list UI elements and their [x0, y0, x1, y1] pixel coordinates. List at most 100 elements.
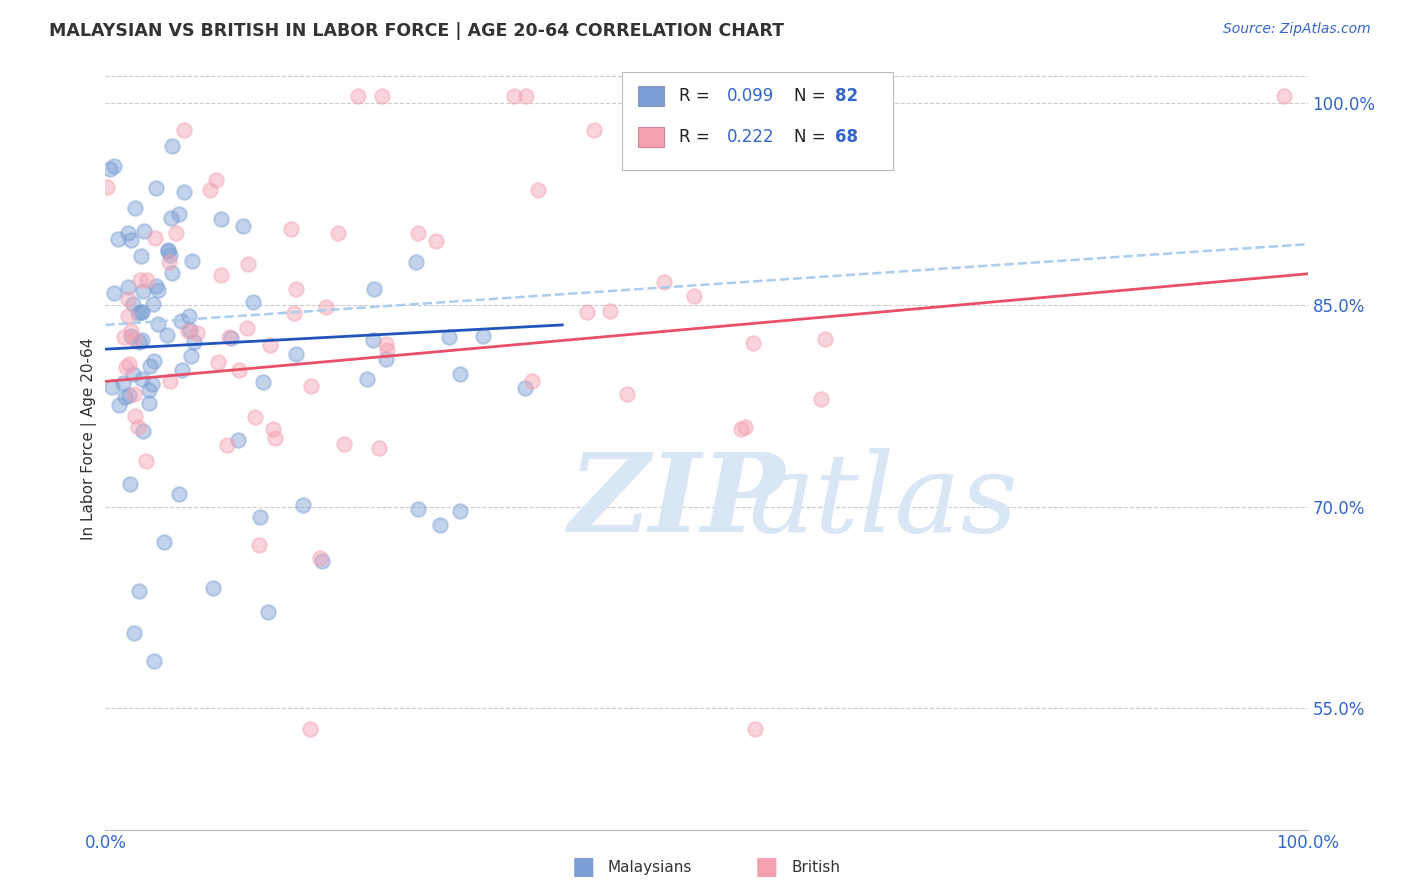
Point	[167, 207, 190, 221]
Point	[128, 335, 150, 350]
Point	[298, 722, 321, 736]
Point	[201, 581, 224, 595]
Point	[367, 441, 389, 455]
Text: 0.099: 0.099	[727, 87, 775, 105]
Point	[132, 284, 155, 298]
Point	[283, 306, 305, 320]
Point	[132, 224, 155, 238]
Point	[129, 273, 152, 287]
Point	[207, 355, 229, 369]
Point	[160, 267, 183, 281]
Point	[299, 378, 322, 392]
Point	[131, 333, 153, 347]
FancyBboxPatch shape	[638, 86, 664, 106]
Text: N =: N =	[794, 87, 825, 105]
Point	[377, 343, 399, 358]
Point	[744, 722, 766, 736]
Point	[145, 181, 167, 195]
Text: Malaysians: Malaysians	[607, 860, 692, 874]
Point	[117, 293, 139, 307]
Point	[120, 476, 142, 491]
Point	[117, 280, 139, 294]
Point	[170, 314, 193, 328]
Point	[173, 123, 195, 137]
FancyBboxPatch shape	[623, 72, 893, 170]
Point	[138, 395, 160, 409]
Point	[311, 554, 333, 568]
Point	[129, 249, 152, 263]
Point	[734, 419, 756, 434]
Point	[252, 375, 274, 389]
Point	[142, 654, 165, 668]
Point	[176, 324, 198, 338]
Point	[309, 550, 332, 565]
Point	[503, 89, 526, 103]
Point	[96, 180, 118, 194]
Point	[173, 185, 195, 199]
Point	[810, 392, 832, 407]
Text: 82: 82	[835, 87, 858, 105]
Point	[157, 254, 180, 268]
Text: R =: R =	[679, 128, 710, 146]
Point	[515, 89, 537, 103]
Point	[582, 123, 605, 137]
Point	[122, 368, 145, 382]
Point	[425, 235, 447, 249]
Point	[138, 383, 160, 397]
Point	[124, 409, 146, 423]
Point	[406, 502, 429, 516]
Point	[228, 363, 250, 377]
Point	[98, 161, 121, 176]
Point	[284, 282, 307, 296]
Point	[242, 295, 264, 310]
Point	[129, 305, 152, 319]
Point	[280, 222, 302, 236]
Point	[111, 376, 134, 391]
Point	[131, 372, 153, 386]
Point	[160, 139, 183, 153]
Point	[127, 420, 149, 434]
Point	[139, 359, 162, 373]
Point	[527, 183, 550, 197]
Point	[449, 504, 471, 518]
Point	[259, 338, 281, 352]
Text: MALAYSIAN VS BRITISH IN LABOR FORCE | AGE 20-64 CORRELATION CHART: MALAYSIAN VS BRITISH IN LABOR FORCE | AG…	[49, 22, 785, 40]
Point	[115, 359, 138, 374]
Point	[243, 409, 266, 424]
Point	[159, 375, 181, 389]
Point	[103, 159, 125, 173]
Point	[285, 346, 308, 360]
Point	[120, 329, 142, 343]
Text: 68: 68	[835, 128, 858, 146]
Point	[132, 424, 155, 438]
Point	[375, 337, 398, 351]
Point	[122, 387, 145, 401]
Point	[179, 309, 201, 323]
Point	[156, 243, 179, 257]
Point	[142, 354, 165, 368]
Text: atlas: atlas	[748, 448, 1018, 556]
Point	[112, 330, 135, 344]
Point	[142, 297, 165, 311]
Point	[236, 321, 259, 335]
Point	[167, 487, 190, 501]
Point	[127, 306, 149, 320]
Point	[247, 538, 270, 552]
Point	[120, 234, 142, 248]
Text: Source: ZipAtlas.com: Source: ZipAtlas.com	[1223, 22, 1371, 37]
Point	[439, 329, 461, 343]
Point	[262, 421, 284, 435]
Point	[371, 89, 394, 103]
Point	[405, 255, 427, 269]
Y-axis label: In Labor Force | Age 20-64: In Labor Force | Age 20-64	[82, 338, 97, 541]
Point	[186, 326, 208, 340]
Point	[114, 390, 136, 404]
Point	[198, 183, 221, 197]
Point	[124, 201, 146, 215]
Point	[217, 437, 239, 451]
Point	[155, 327, 177, 342]
Point	[180, 349, 202, 363]
Point	[264, 431, 287, 445]
Point	[333, 437, 356, 451]
Point	[157, 244, 180, 258]
